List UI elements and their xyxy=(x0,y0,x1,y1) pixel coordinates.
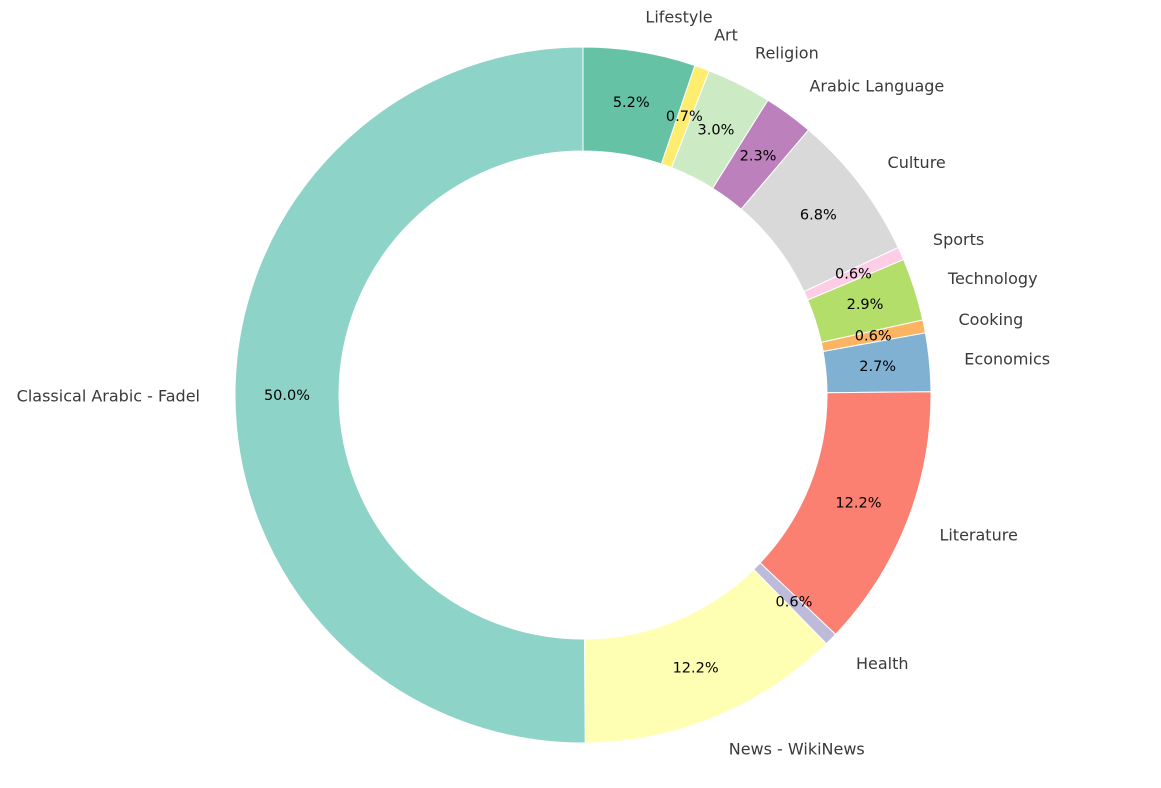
pct-label-arabic-language: 2.3% xyxy=(740,148,777,164)
slice-classical-arabic-fadel xyxy=(234,46,586,744)
category-label-art: Art xyxy=(714,26,738,45)
category-label-culture: Culture xyxy=(888,153,946,172)
pct-label-economics: 2.7% xyxy=(859,359,896,375)
pct-label-literature: 12.2% xyxy=(835,495,881,511)
pct-label-technology: 2.9% xyxy=(847,297,884,313)
pct-label-news-wikinews: 12.2% xyxy=(673,661,719,677)
pct-label-lifestyle: 5.2% xyxy=(613,95,650,111)
category-label-literature: Literature xyxy=(939,526,1017,545)
percentage-labels: 5.2% 0.7%3.0% 2.3% 6.8% 0.6% 2.9% 0.6% 2.7% 12.2… xyxy=(264,95,896,677)
donut-slices xyxy=(234,46,932,744)
category-label-economics: Economics xyxy=(964,349,1050,368)
category-label-sports: Sports xyxy=(933,230,984,249)
pct-label-culture: 6.8% xyxy=(800,207,837,223)
category-label-religion: Religion xyxy=(755,43,819,62)
category-label-lifestyle: Lifestyle xyxy=(645,8,712,27)
category-label-cooking: Cooking xyxy=(958,310,1023,329)
pct-label-sports: 0.6% xyxy=(835,267,872,283)
pct-label-classical-arabic-fadel: 50.0% xyxy=(264,388,310,404)
pct-label-art: 0.7% xyxy=(666,109,703,125)
category-label-classical-arabic-fadel: Classical Arabic - Fadel xyxy=(17,387,200,406)
category-label-news-wikinews: News - WikiNews xyxy=(729,740,865,759)
pct-label-health: 0.6% xyxy=(776,595,813,611)
category-label-health: Health xyxy=(856,654,909,673)
pct-label-cooking: 0.6% xyxy=(855,329,892,345)
category-label-technology: Technology xyxy=(947,269,1038,288)
category-label-arabic-language: Arabic Language xyxy=(809,77,944,96)
pct-label-religion: 3.0% xyxy=(698,123,735,139)
